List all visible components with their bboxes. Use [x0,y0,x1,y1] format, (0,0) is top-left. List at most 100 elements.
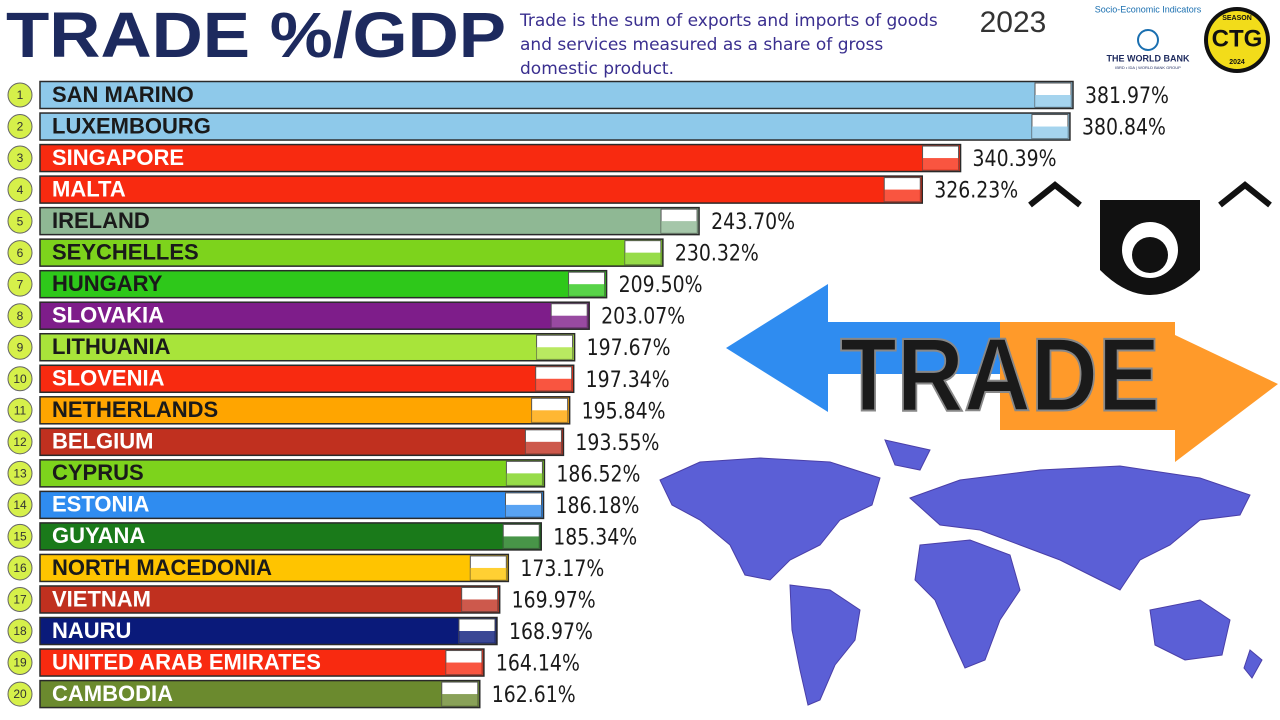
flag-band [503,536,540,549]
flag-band [1031,126,1068,139]
category-label: SINGAPORE [52,145,184,170]
rank-label: 14 [13,498,27,512]
rank-badge [7,240,33,266]
value-label: 193.55% [575,431,659,456]
bar [39,112,1071,141]
flag-band [505,504,542,517]
flag-band [445,662,482,675]
org: THE WORLD BANK [1107,53,1190,63]
rank-badge [7,145,33,171]
flag-band [461,599,498,612]
category-label: GUYANA [52,523,145,548]
rank-badge [7,334,33,360]
flag-band [624,252,661,265]
rank-label: 9 [17,340,24,354]
flag-band [458,631,495,644]
rank-badge [7,429,33,455]
rank-label: 8 [17,309,24,323]
flag-band [470,567,507,580]
value-label: 203.07% [601,305,685,330]
bar [39,175,924,204]
rank-badge [7,82,33,108]
rank-label: 1 [17,88,24,102]
rank-badge [7,303,33,329]
value-label: 186.52% [556,462,640,487]
category-label: CYPRUS [52,460,144,485]
flag-band [551,315,588,328]
bar [39,522,542,551]
rank-label: 18 [13,624,27,638]
bar [39,269,608,299]
bar [39,396,571,425]
year: 2023 [980,6,1047,39]
flag-band [536,347,573,360]
mascot [1028,181,1272,295]
chart-title: TRADE %/GDP [6,0,506,71]
category-label: NETHERLANDS [52,397,218,422]
flag-band [441,694,478,707]
world-bank-logo [1137,29,1159,51]
badge-top: SEASON [1222,15,1252,22]
arrow-left [726,284,1000,412]
value-label: 381.97% [1085,84,1169,109]
category-label: BELGIUM [52,429,153,454]
bar [39,616,498,646]
rank-label: 4 [17,183,24,197]
category-label: IRELAND [52,208,150,233]
category-label: VIETNAM [52,586,151,611]
category-label: UNITED ARAB EMIRATES [52,649,321,674]
bar [39,459,546,488]
bar [39,585,501,614]
bar [39,427,565,457]
rank-label: 6 [17,246,24,260]
flag-band [535,378,572,391]
org-sub: IBRD • IDA | WORLD BANK GROUP [1115,65,1181,70]
rank-badge [7,114,33,140]
value-label: 209.50% [619,273,703,298]
subtitle: Trade is the sum of exports and imports … [520,11,938,79]
value-label: 169.97% [512,588,596,613]
value-label: 340.39% [973,147,1057,172]
category-label: LITHUANIA [52,334,171,359]
rank-badge [7,397,33,423]
badge-inner [1208,11,1266,69]
bar [39,80,1074,110]
rank-label: 7 [17,277,24,291]
bar [39,679,481,709]
value-label: 197.67% [587,336,671,361]
value-label: 326.23% [934,179,1018,204]
category-label: SAN MARINO [52,82,194,107]
bar [39,553,510,583]
bar [39,648,485,677]
rank-label: 15 [13,530,27,544]
trade-arrow [726,284,1278,462]
bar [39,490,545,520]
rank-label: 10 [13,372,27,386]
source: Socio-Economic Indicators [1095,4,1202,14]
rank-label: 2 [17,120,24,134]
rank-label: 13 [13,467,27,481]
category-label: CAMBODIA [52,681,173,706]
bar [39,206,700,236]
rank-badge [7,586,33,612]
category-label: HUNGARY [52,271,163,296]
arrow-right [1000,322,1278,462]
rank-badge [7,492,33,518]
flag-band [525,441,562,454]
flag-band [506,473,543,486]
value-label: 173.17% [520,557,604,582]
rank-badge [7,523,33,549]
rank-label: 12 [13,435,27,449]
value-label: 197.34% [586,368,670,393]
flag-band [568,284,605,297]
rank-badge [7,208,33,234]
graphic-word: TRADE [840,317,1160,433]
value-label: 168.97% [509,620,593,645]
flag-band [531,410,568,423]
value-label: 164.14% [496,652,580,677]
bar [39,238,664,267]
category-label: SLOVENIA [52,366,165,391]
flag-band [661,221,698,234]
